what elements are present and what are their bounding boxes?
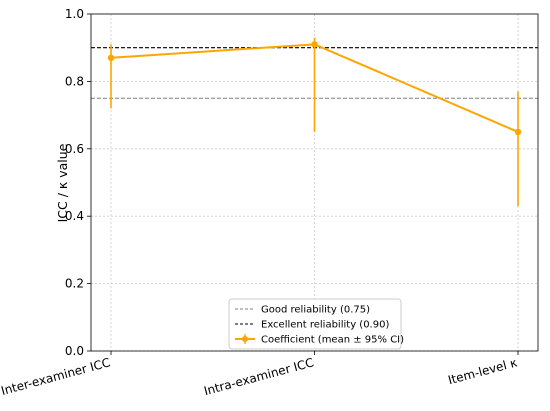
data-point [107, 54, 115, 62]
y-tick-label: 0.4 [65, 209, 84, 223]
legend: Good reliability (0.75) Excellent reliabi… [228, 298, 404, 350]
y-tick-label: 0.2 [65, 277, 84, 291]
y-axis-label: ICC / κ value [55, 143, 70, 222]
legend-label: Good reliability (0.75) [261, 305, 370, 316]
data-point [311, 41, 318, 48]
y-tick-label: 0.8 [65, 74, 84, 88]
y-tick-label: 0.0 [65, 344, 84, 358]
legend-label: Excellent reliability (0.90) [261, 320, 389, 331]
legend-label: Coefficient (mean ± 95% CI) [261, 335, 404, 346]
data-point [514, 128, 522, 136]
series-layer [107, 37, 522, 207]
y-tick-label: 0.6 [65, 142, 84, 156]
y-tick-label: 1.0 [65, 7, 84, 21]
legend-box [228, 298, 402, 350]
